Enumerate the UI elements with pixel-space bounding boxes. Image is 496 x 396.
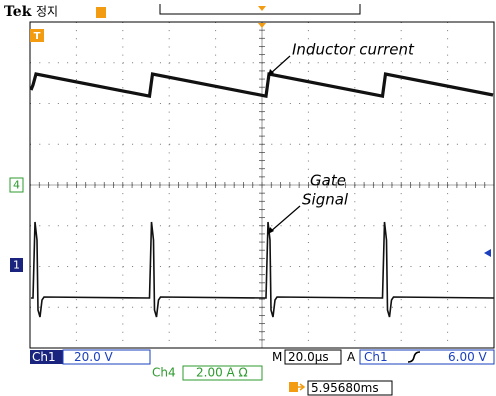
gate-annotation-line2: Signal [302,191,349,209]
ch1-scale: 20.0 V [74,350,114,364]
scope-screen: Tek 정지 T 4 1 Inductor current Gate Signa… [0,0,496,396]
time-scale: 20.0µs [288,350,329,364]
trigger-pos-marker [96,7,106,18]
ch4-marker-label: 4 [13,179,20,192]
trigger-pos-icon [289,382,298,392]
ch4-scale: 2.00 A Ω [196,366,248,380]
ch1-label: Ch1 [32,350,56,364]
inductor-annotation: Inductor current [292,41,415,59]
background [0,0,496,396]
trigger-level: 6.00 V [448,350,488,364]
trigger-position: 5.95680ms [311,381,379,395]
ch1-marker-label: 1 [13,259,20,272]
time-prefix: M [272,350,282,364]
brand: Tek [4,4,32,20]
ch4-label: Ch4 [152,366,176,380]
trigger-source: Ch1 [364,350,388,364]
gate-annotation-line1: Gate [310,172,346,190]
acq-state: 정지 [36,5,58,19]
trigger-prefix: A [347,350,356,364]
trigger-marker-label: T [34,31,41,42]
